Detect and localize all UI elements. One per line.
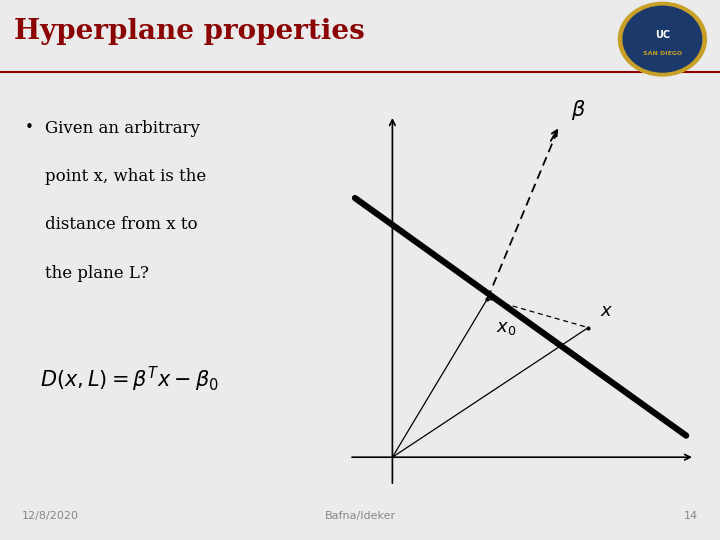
Text: 14: 14 [684, 511, 698, 521]
Text: point x, what is the: point x, what is the [45, 168, 207, 185]
Text: Bafna/Ideker: Bafna/Ideker [325, 511, 395, 521]
Text: UC: UC [654, 30, 670, 40]
Text: 12/8/2020: 12/8/2020 [22, 511, 78, 521]
Text: Given an arbitrary: Given an arbitrary [45, 120, 200, 137]
Text: $D(x,L) = \beta^T x - \beta_0$: $D(x,L) = \beta^T x - \beta_0$ [40, 365, 218, 394]
Text: SAN DIEGO: SAN DIEGO [643, 51, 682, 56]
Text: $x$: $x$ [600, 302, 613, 320]
Text: $x_0$: $x_0$ [496, 319, 516, 336]
Text: •: • [25, 120, 34, 135]
Text: distance from x to: distance from x to [45, 217, 198, 233]
Circle shape [618, 2, 706, 76]
Text: Hyperplane properties: Hyperplane properties [14, 18, 365, 45]
Text: the plane L?: the plane L? [45, 265, 149, 281]
Text: $\beta$: $\beta$ [571, 98, 585, 123]
Circle shape [623, 6, 702, 72]
